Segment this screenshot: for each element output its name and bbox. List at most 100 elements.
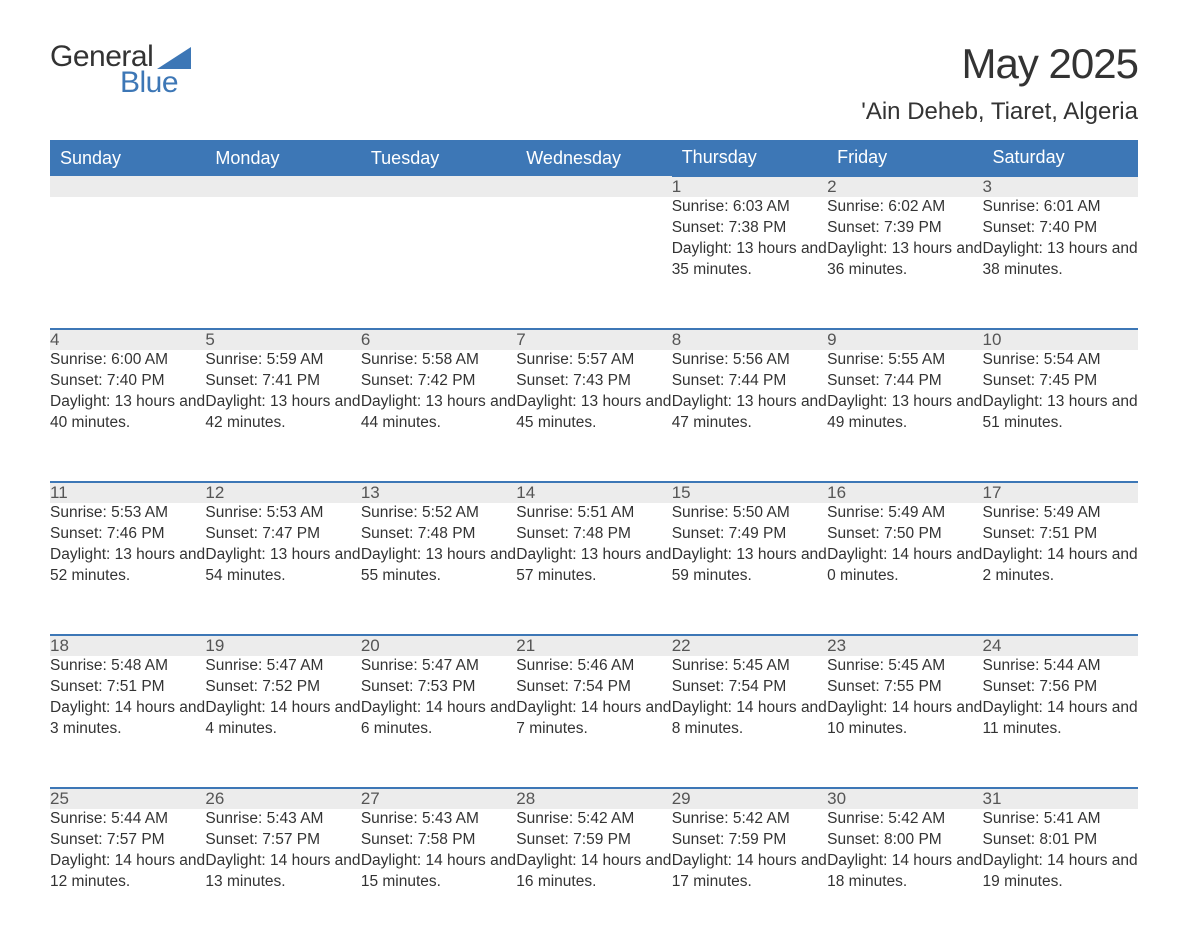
day-cell: Sunrise: 5:53 AMSunset: 7:46 PMDaylight:… <box>50 503 205 635</box>
sunset-label: Sunset: <box>983 372 1040 389</box>
sunrise: Sunrise: 5:52 AM <box>361 503 516 524</box>
sunset: Sunset: 7:43 PM <box>516 371 671 392</box>
daylight: Daylight: 14 hours and 8 minutes. <box>672 698 827 740</box>
daylight-label: Daylight: <box>672 393 737 410</box>
logo-text-blue: Blue <box>120 66 191 100</box>
sunset: Sunset: 7:58 PM <box>361 830 516 851</box>
daylight-label: Daylight: <box>361 699 426 716</box>
sunrise-value: 5:55 AM <box>888 351 945 368</box>
sunset-value: 7:57 PM <box>107 831 165 848</box>
sunset-label: Sunset: <box>983 525 1040 542</box>
sunrise-value: 5:49 AM <box>888 504 945 521</box>
sunrise-value: 5:58 AM <box>422 351 479 368</box>
daylight-label: Daylight: <box>983 546 1048 563</box>
day-cell: Sunrise: 5:42 AMSunset: 8:00 PMDaylight:… <box>827 809 982 941</box>
sunset-label: Sunset: <box>516 372 573 389</box>
daylight: Daylight: 13 hours and 52 minutes. <box>50 545 205 587</box>
day-header: Saturday <box>983 140 1138 176</box>
day-cell: Sunrise: 5:47 AMSunset: 7:53 PMDaylight:… <box>361 656 516 788</box>
sunset-value: 7:44 PM <box>884 372 942 389</box>
sunrise-label: Sunrise: <box>983 810 1044 827</box>
sunrise: Sunrise: 5:45 AM <box>672 656 827 677</box>
daylight-label: Daylight: <box>827 240 892 257</box>
sunrise-label: Sunrise: <box>672 657 733 674</box>
daylight-label: Daylight: <box>516 852 581 869</box>
daylight-label: Daylight: <box>672 546 737 563</box>
day-number: 30 <box>827 788 982 809</box>
sunset-value: 7:53 PM <box>418 678 476 695</box>
sunrise-label: Sunrise: <box>672 198 733 215</box>
sunset-label: Sunset: <box>827 525 884 542</box>
sunset-label: Sunset: <box>205 831 262 848</box>
sunrise: Sunrise: 5:43 AM <box>361 809 516 830</box>
daylight: Daylight: 13 hours and 35 minutes. <box>672 239 827 281</box>
sunrise-label: Sunrise: <box>672 810 733 827</box>
day-cell: Sunrise: 5:42 AMSunset: 7:59 PMDaylight:… <box>672 809 827 941</box>
sunrise-label: Sunrise: <box>205 657 266 674</box>
sunrise-value: 6:01 AM <box>1044 198 1101 215</box>
header: General Blue May 2025 'Ain Deheb, Tiaret… <box>50 40 1138 126</box>
sunrise-value: 5:41 AM <box>1044 810 1101 827</box>
sunset-label: Sunset: <box>983 678 1040 695</box>
sunrise-label: Sunrise: <box>827 198 888 215</box>
sunrise-value: 5:57 AM <box>577 351 634 368</box>
daylight-label: Daylight: <box>50 393 115 410</box>
daylight-label: Daylight: <box>672 699 737 716</box>
daylight-label: Daylight: <box>516 393 581 410</box>
sunset-value: 7:48 PM <box>573 525 631 542</box>
daylight-label: Daylight: <box>205 546 270 563</box>
sunset: Sunset: 7:56 PM <box>983 677 1138 698</box>
empty-cell <box>50 176 205 197</box>
sunset: Sunset: 7:40 PM <box>50 371 205 392</box>
empty-cell <box>516 176 671 197</box>
daylight: Daylight: 14 hours and 13 minutes. <box>205 851 360 893</box>
sunset-label: Sunset: <box>672 831 729 848</box>
day-number: 4 <box>50 329 205 350</box>
day-number: 3 <box>983 176 1138 197</box>
day-cell: Sunrise: 6:00 AMSunset: 7:40 PMDaylight:… <box>50 350 205 482</box>
sunset: Sunset: 7:46 PM <box>50 524 205 545</box>
sunrise: Sunrise: 5:46 AM <box>516 656 671 677</box>
sunset-value: 7:55 PM <box>884 678 942 695</box>
sunset-value: 7:47 PM <box>262 525 320 542</box>
sunrise-value: 5:53 AM <box>111 504 168 521</box>
sunset: Sunset: 7:47 PM <box>205 524 360 545</box>
sunset: Sunset: 7:57 PM <box>50 830 205 851</box>
sunrise: Sunrise: 5:53 AM <box>50 503 205 524</box>
day-number: 5 <box>205 329 360 350</box>
empty-cell <box>50 197 205 329</box>
daylight-label: Daylight: <box>983 240 1048 257</box>
sunrise-value: 5:50 AM <box>733 504 790 521</box>
sunrise-label: Sunrise: <box>361 504 422 521</box>
sunset-label: Sunset: <box>361 678 418 695</box>
sunrise-value: 5:56 AM <box>733 351 790 368</box>
sunset-value: 7:40 PM <box>1039 219 1097 236</box>
sunset-value: 7:44 PM <box>729 372 787 389</box>
sunrise-label: Sunrise: <box>827 351 888 368</box>
sunrise: Sunrise: 5:59 AM <box>205 350 360 371</box>
sunrise-label: Sunrise: <box>827 657 888 674</box>
sunset: Sunset: 7:49 PM <box>672 524 827 545</box>
sunset: Sunset: 7:53 PM <box>361 677 516 698</box>
day-header: Friday <box>827 140 982 176</box>
daylight: Daylight: 13 hours and 40 minutes. <box>50 392 205 434</box>
sunrise-value: 5:44 AM <box>111 810 168 827</box>
week-daynum-row: 45678910 <box>50 329 1138 350</box>
day-cell: Sunrise: 5:56 AMSunset: 7:44 PMDaylight:… <box>672 350 827 482</box>
day-cell: Sunrise: 5:43 AMSunset: 7:57 PMDaylight:… <box>205 809 360 941</box>
sunset-label: Sunset: <box>205 372 262 389</box>
daylight-label: Daylight: <box>50 699 115 716</box>
sunset: Sunset: 7:39 PM <box>827 218 982 239</box>
day-cell: Sunrise: 5:45 AMSunset: 7:54 PMDaylight:… <box>672 656 827 788</box>
daylight: Daylight: 14 hours and 18 minutes. <box>827 851 982 893</box>
sunrise: Sunrise: 5:49 AM <box>983 503 1138 524</box>
day-cell: Sunrise: 5:45 AMSunset: 7:55 PMDaylight:… <box>827 656 982 788</box>
sunrise-label: Sunrise: <box>827 504 888 521</box>
daylight: Daylight: 14 hours and 0 minutes. <box>827 545 982 587</box>
sunrise-label: Sunrise: <box>205 504 266 521</box>
daylight: Daylight: 14 hours and 17 minutes. <box>672 851 827 893</box>
day-cell: Sunrise: 5:57 AMSunset: 7:43 PMDaylight:… <box>516 350 671 482</box>
daylight-label: Daylight: <box>983 393 1048 410</box>
sunrise-label: Sunrise: <box>50 810 111 827</box>
sunrise-value: 6:02 AM <box>888 198 945 215</box>
